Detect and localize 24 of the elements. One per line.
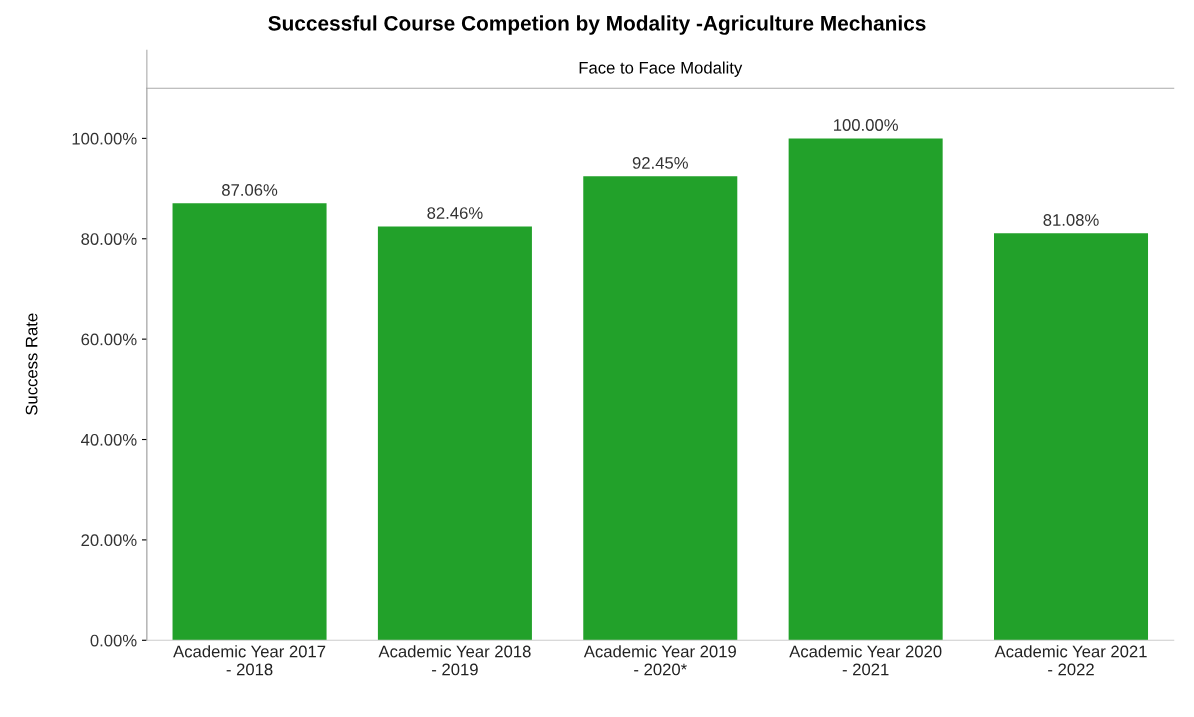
y-axis-title: Success Rate xyxy=(25,313,38,415)
data-label: 92.45% xyxy=(632,157,688,169)
bar xyxy=(788,138,943,641)
y-tick-label: 0.00% xyxy=(90,634,137,647)
bar xyxy=(994,233,1149,641)
bar xyxy=(377,226,532,641)
y-tick-label: 100.00% xyxy=(72,132,137,145)
bar xyxy=(583,176,738,641)
data-label: 81.08% xyxy=(1043,214,1099,226)
data-label: 87.06% xyxy=(222,184,278,196)
bar xyxy=(172,203,327,641)
x-tick-label: Academic Year 2019 - 2020* xyxy=(583,645,736,676)
y-tick-label: 40.00% xyxy=(81,433,137,446)
chart-title: Successful Course Competion by Modality -Agriculture Mechanics xyxy=(268,15,926,35)
x-tick-label: Academic Year 2020 - 2021 xyxy=(789,645,942,676)
y-tick-label: 20.00% xyxy=(81,534,137,547)
chart-subtitle: Face to Face Modality xyxy=(579,61,743,77)
y-tick-label: 80.00% xyxy=(81,233,137,245)
data-label: 100.00% xyxy=(834,119,898,131)
x-tick-label: Academic Year 2021 - 2022 xyxy=(994,645,1147,676)
x-tick-label: Academic Year 2018 - 2019 xyxy=(378,645,531,676)
y-tick-label: 60.00% xyxy=(81,333,137,346)
x-tick-label: Academic Year 2017 - 2018 xyxy=(173,645,326,676)
data-label: 82.46% xyxy=(427,207,483,219)
